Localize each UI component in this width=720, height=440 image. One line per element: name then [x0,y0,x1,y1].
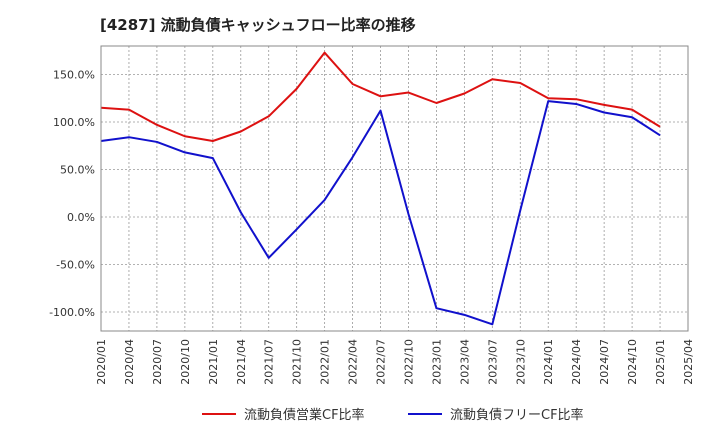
series-line-1 [100,100,661,326]
series-lines [100,51,661,326]
x-tick-label: 2021/10 [291,339,304,385]
x-tick-label: 2023/10 [514,339,527,385]
x-tick-label: 2020/10 [179,339,192,385]
y-tick-label: 100.0% [53,116,95,129]
x-tick-label: 2023/04 [458,339,471,385]
legend: 流動負債営業CF比率 流動負債フリーCF比率 [202,407,584,423]
series-line-0 [100,51,661,142]
legend-label-operating-cf: 流動負債営業CF比率 [244,407,365,423]
x-tick-label: 2020/07 [151,339,164,385]
x-tick-label: 2023/01 [430,339,443,385]
y-tick-label: -100.0% [49,306,95,319]
x-tick-label: 2022/07 [375,339,388,385]
x-tick-label: 2020/04 [123,339,136,385]
grid [100,46,689,331]
x-tick-label: 2024/01 [542,339,555,385]
x-tick-label: 2025/01 [654,339,667,385]
plot-frame [100,45,689,332]
x-tick-label: 2022/10 [402,339,415,385]
x-tick-label: 2025/04 [682,339,695,385]
x-axis: 2020/01 2020/04 2020/07 2020/10 2021/01 2021/… [95,339,695,385]
x-tick-label: 2021/01 [207,339,220,385]
x-tick-label: 2024/04 [570,339,583,385]
x-tick-label: 2022/01 [319,339,332,385]
x-tick-label: 2021/04 [235,339,248,385]
x-tick-label: 2020/01 [95,339,108,385]
y-tick-label: -50.0% [56,259,95,272]
x-tick-label: 2021/07 [263,339,276,385]
y-axis: -100.0% -50.0% 0.0% 50.0% 100.0% 150.0% [49,69,95,320]
y-tick-label: 150.0% [53,69,95,82]
y-tick-label: 0.0% [67,211,95,224]
x-tick-label: 2023/07 [486,339,499,385]
legend-label-free-cf: 流動負債フリーCF比率 [450,407,584,423]
x-tick-label: 2024/07 [598,339,611,385]
x-tick-label: 2022/04 [347,339,360,385]
y-tick-label: 50.0% [60,164,95,177]
x-tick-label: 2024/10 [626,339,639,385]
chart-title: [4287] 流動負債キャッシュフロー比率の推移 [100,16,416,34]
